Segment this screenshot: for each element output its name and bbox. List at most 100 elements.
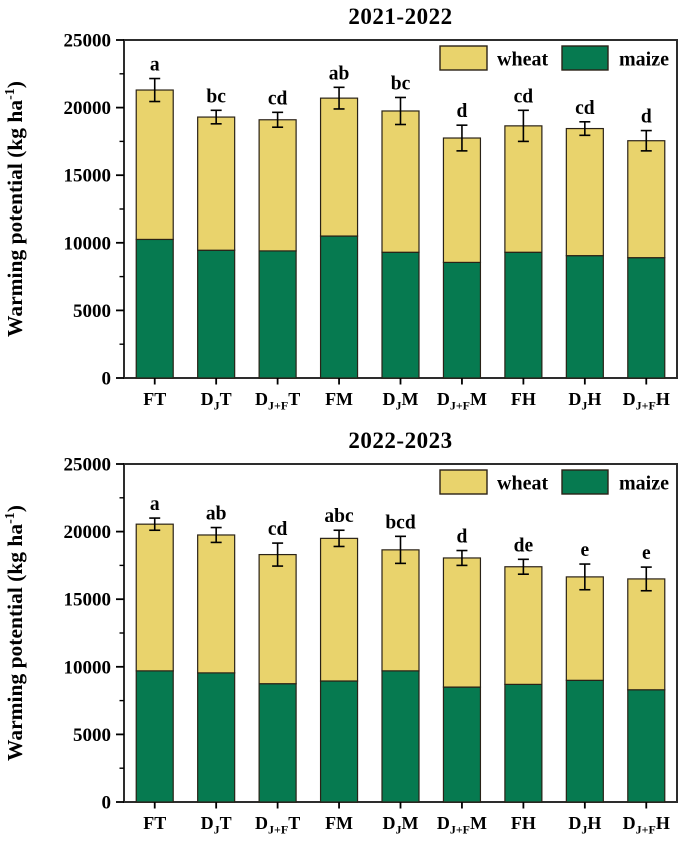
significance-letter: bc (206, 86, 226, 107)
bar-maize-segment (442, 261, 482, 379)
y-tick-label: 5000 (73, 725, 111, 746)
significance-letter: de (514, 535, 534, 556)
bar-wheat-segment (258, 553, 297, 685)
bar-wheat-segment (135, 89, 174, 241)
bar-maize-segment (258, 683, 297, 803)
significance-letter: d (457, 527, 468, 548)
bar-maize-segment (627, 257, 666, 379)
bar-wheat-segment (442, 557, 482, 688)
bar-maize-segment (319, 235, 359, 379)
significance-letter: cd (268, 88, 288, 109)
stacked-bar-chart-2021-2022: 0 5000 10000 15000 20000 25000 Warming potenti… (3, 31, 678, 413)
legend-swatch-wheat (439, 469, 488, 495)
significance-letter: cd (268, 519, 288, 540)
x-category-label: DJ+FH (623, 813, 670, 837)
x-category-label: FM (325, 813, 353, 833)
y-tick-label: 25000 (64, 31, 112, 52)
x-category-label: FH (511, 813, 536, 833)
legend-label-wheat: wheat (497, 473, 548, 495)
significance-letter: a (150, 55, 160, 76)
significance-letter: e (581, 540, 590, 561)
bar-wheat-segment (197, 116, 236, 251)
x-category-label: DJ+FT (255, 389, 300, 413)
bar-maize-segment (504, 251, 543, 379)
bar-wheat-segment (504, 125, 543, 253)
bar-wheat-segment (381, 110, 420, 253)
bar-wheat-segment (565, 576, 604, 681)
bar-maize-segment (197, 249, 236, 379)
significance-letter: cd (575, 98, 595, 119)
bar-maize-segment (258, 250, 297, 379)
chart-title-2021-2022: 2021-2022 (348, 4, 453, 29)
x-category-label: DJM (383, 389, 419, 413)
bar-wheat-segment (442, 137, 482, 264)
bar-maize-segment (197, 672, 236, 803)
x-category-label: DJM (383, 813, 419, 837)
bar-wheat-segment (319, 97, 359, 237)
legend-swatch-maize (561, 469, 609, 495)
x-category-label: DJ+FH (623, 389, 670, 413)
x-category-label: FM (325, 389, 353, 409)
x-category-label: DJH (568, 389, 601, 413)
y-tick-label: 20000 (64, 522, 112, 543)
legend-swatch-wheat (439, 45, 488, 71)
significance-letter: abc (324, 506, 354, 527)
x-category-label: FT (143, 389, 166, 409)
x-category-label: DJ+FT (255, 813, 300, 837)
significance-letter: ab (329, 63, 350, 84)
bar-wheat-segment (135, 523, 174, 672)
bar-wheat-segment (565, 127, 604, 257)
bar-maize-segment (135, 670, 174, 803)
significance-letter: d (457, 101, 468, 122)
legend-label-maize: maize (619, 49, 669, 71)
legend-swatch-maize (561, 45, 609, 71)
legend-label-wheat: wheat (497, 49, 548, 71)
x-category-label: DJ+FM (437, 389, 487, 413)
chart-panel-2021-2022: 2021-2022 0 5000 10000 15000 20000 25000 Warmi… (3, 4, 678, 413)
bar-wheat-segment (258, 119, 297, 252)
bar-maize-segment (135, 238, 174, 379)
y-tick-label: 20000 (64, 98, 112, 119)
bar-maize-segment (627, 689, 666, 803)
bar-wheat-segment (627, 140, 666, 259)
significance-letter: cd (514, 86, 534, 107)
x-category-label: DJT (201, 389, 232, 413)
bar-maize-segment (565, 255, 604, 379)
y-tick-label: 5000 (73, 301, 111, 322)
bar-wheat-segment (319, 537, 359, 682)
x-category-label: DJT (201, 813, 232, 837)
y-tick-label: 10000 (64, 233, 112, 254)
legend-label-maize: maize (619, 473, 669, 495)
y-axis-label: Warming potential (kg ha-1) (3, 81, 27, 337)
significance-letter: e (642, 543, 651, 564)
x-category-label: FT (143, 813, 166, 833)
bar-wheat-segment (504, 566, 543, 685)
chart-panel-2022-2023: 2022-2023 0 5000 10000 15000 20000 25000 Warmi… (0, 424, 694, 847)
y-axis-label: Warming potential (kg ha-1) (3, 505, 27, 761)
bar-wheat-segment (381, 549, 420, 672)
x-category-label: DJH (568, 813, 601, 837)
significance-letter: bcd (385, 512, 416, 533)
significance-letter: d (641, 107, 652, 128)
bar-maize-segment (381, 251, 420, 379)
significance-letter: ab (206, 504, 227, 525)
significance-letter: a (150, 494, 160, 515)
x-category-label: FH (511, 389, 536, 409)
y-tick-label: 0 (102, 793, 112, 814)
significance-letter: bc (391, 73, 411, 94)
y-tick-label: 25000 (64, 455, 112, 476)
bar-wheat-segment (627, 578, 666, 691)
stacked-bar-chart-2022-2023: 0 5000 10000 15000 20000 25000 Warming potenti… (3, 455, 678, 837)
bar-maize-segment (442, 686, 482, 803)
y-tick-label: 15000 (64, 166, 112, 187)
bar-maize-segment (381, 670, 420, 803)
x-category-label: DJ+FM (437, 813, 487, 837)
bar-maize-segment (504, 683, 543, 803)
chart-title-2022-2023: 2022-2023 (348, 428, 453, 453)
y-tick-label: 10000 (64, 657, 112, 678)
y-tick-label: 15000 (64, 590, 112, 611)
bar-maize-segment (565, 679, 604, 803)
bar-maize-segment (319, 680, 359, 803)
y-tick-label: 0 (102, 369, 112, 390)
